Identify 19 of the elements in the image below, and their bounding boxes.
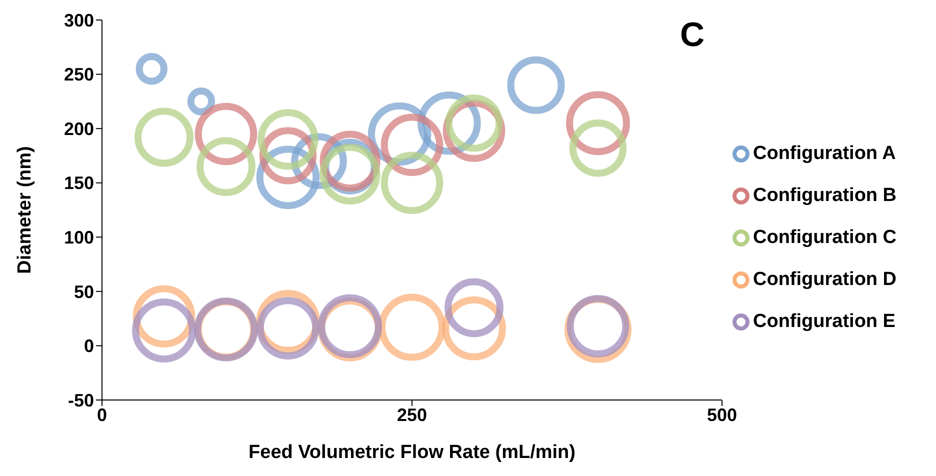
legend-label: Configuration E	[753, 311, 896, 333]
y-tick-label: 50	[74, 282, 94, 302]
legend-label: Configuration A	[753, 143, 896, 165]
y-tick-label: 200	[64, 118, 94, 139]
legend-label: Configuration B	[753, 185, 897, 207]
x-tick-label: 250	[396, 404, 428, 425]
legend-label: Configuration C	[753, 227, 897, 249]
y-tick-label: 150	[64, 173, 94, 194]
y-tick-label: 250	[64, 64, 94, 85]
legend-label: Configuration D	[753, 269, 897, 291]
y-tick-label: 300	[64, 10, 94, 30]
x-tick-label: 0	[96, 404, 108, 425]
y-tick-label: -50	[68, 390, 94, 410]
y-tick-label: 0	[84, 336, 94, 356]
x-tick-label: 500	[706, 404, 738, 425]
x-axis-title: Feed Volumetric Flow Rate (mL/min)	[248, 442, 576, 463]
y-tick-label: 100	[64, 228, 94, 248]
y-axis-title: Diameter (nm)	[14, 146, 36, 274]
annotation: C	[680, 16, 705, 55]
